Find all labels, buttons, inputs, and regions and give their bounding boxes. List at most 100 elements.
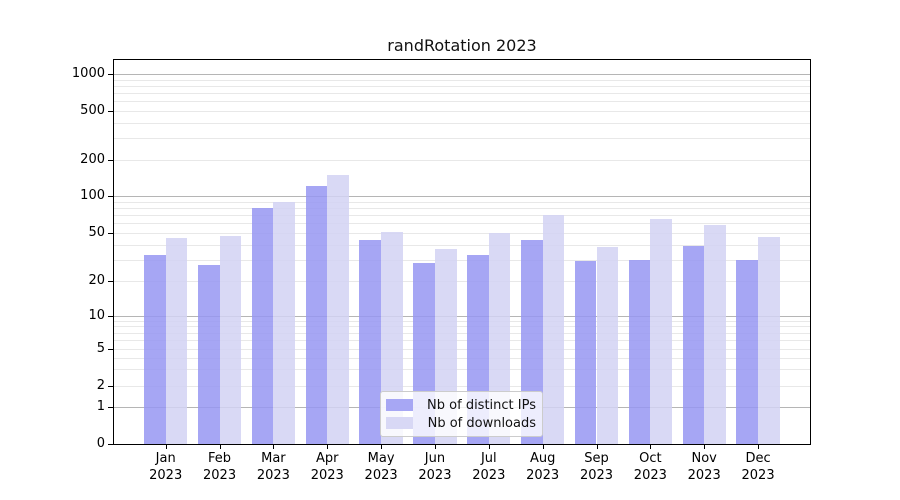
bar-downloads-nov: [704, 225, 726, 444]
bar-downloads-oct: [650, 218, 673, 444]
gridline: [114, 74, 810, 75]
bar-downloads-mar: [273, 201, 296, 444]
y-tick-mark: [108, 233, 113, 234]
y-tick-mark: [108, 159, 113, 161]
x-tick-mark: [381, 445, 383, 449]
gridline: [114, 320, 810, 322]
gridline: [114, 223, 810, 225]
legend: Nb of distinct IPs Nb of downloads: [380, 391, 543, 437]
x-tick-mark: [596, 445, 598, 449]
x-tick-label: Oct 2023: [633, 451, 667, 483]
gridline: [114, 207, 810, 209]
x-tick-label: Feb 2023: [203, 451, 237, 483]
chart-title: randRotation 2023: [387, 36, 537, 55]
x-tick-label: Sep 2023: [579, 451, 614, 483]
gridline: [114, 137, 810, 139]
gridline: [114, 315, 810, 317]
y-tick-label: 5: [96, 340, 105, 356]
gridline: [114, 201, 810, 203]
x-tick-mark: [273, 445, 275, 449]
bar-distinct-ips-sep: [574, 261, 597, 444]
bar-downloads-jan: [165, 238, 188, 444]
x-tick-label: May 2023: [364, 451, 398, 483]
gridline: [114, 215, 810, 217]
legend-entry-downloads: Nb of downloads: [386, 414, 536, 432]
y-tick-mark: [108, 348, 113, 350]
gridline: [114, 110, 810, 112]
gridline: [114, 85, 810, 87]
y-tick-mark: [108, 385, 113, 387]
bar-distinct-ips-feb: [197, 265, 220, 444]
y-tick-label: 200: [80, 151, 105, 167]
legend-entry-distinct-ips: Nb of distinct IPs: [386, 396, 536, 414]
bar-distinct-ips-apr: [305, 186, 328, 444]
gridline: [114, 233, 810, 234]
gridline: [114, 196, 810, 197]
y-tick-mark: [108, 280, 113, 282]
gridline: [114, 340, 810, 342]
bar-downloads-sep: [596, 247, 619, 444]
x-tick-mark: [758, 445, 760, 449]
x-tick-mark: [327, 445, 329, 449]
x-tick-mark: [542, 445, 544, 449]
gridline: [114, 357, 810, 359]
gridline: [114, 244, 810, 246]
y-tick-mark: [108, 444, 113, 445]
x-tick-mark: [219, 445, 221, 449]
bar-distinct-ips-jan: [144, 254, 166, 444]
x-tick-label: Mar 2023: [256, 451, 290, 483]
x-tick-label: Apr 2023: [310, 451, 344, 483]
gridline: [114, 259, 810, 261]
x-tick-mark: [650, 445, 652, 449]
gridline: [114, 348, 810, 350]
x-tick-mark: [488, 445, 490, 449]
y-tick-label: 100: [80, 188, 105, 203]
bar-distinct-ips-may: [359, 239, 382, 444]
bar-distinct-ips-oct: [628, 259, 651, 444]
bar-distinct-ips-mar: [251, 207, 274, 444]
y-tick-label: 2: [96, 377, 105, 393]
x-tick-mark: [704, 445, 706, 449]
x-tick-mark: [165, 445, 167, 449]
x-tick-mark: [434, 445, 436, 449]
y-tick-label: 50: [88, 225, 105, 240]
x-tick-label: Aug 2023: [526, 451, 560, 483]
y-tick-mark: [108, 407, 113, 409]
bar-downloads-feb: [219, 236, 242, 444]
bar-downloads-apr: [327, 174, 349, 444]
bar-downloads-dec: [758, 237, 780, 444]
x-tick-label: Nov 2023: [687, 451, 721, 483]
gridline: [114, 326, 810, 328]
bar-downloads-aug: [542, 215, 565, 444]
y-tick-mark: [108, 110, 113, 112]
gridline: [114, 385, 810, 387]
gridline: [114, 369, 810, 371]
legend-swatch-downloads-icon: [386, 417, 413, 429]
bar-downloads-may: [381, 231, 403, 444]
y-tick-label: 1000: [71, 66, 105, 81]
x-tick-label: Jan 2023: [149, 451, 183, 483]
x-tick-label: Jun 2023: [418, 451, 452, 483]
y-tick-mark: [108, 196, 113, 197]
legend-swatch-distinct-ips-icon: [386, 399, 413, 411]
bar-distinct-ips-dec: [736, 259, 759, 444]
y-tick-label: 1: [96, 399, 105, 415]
gridline: [114, 79, 810, 81]
legend-label-downloads: Nb of downloads: [427, 415, 536, 431]
gridline: [114, 122, 810, 124]
x-tick-label: Jul 2023: [472, 451, 506, 483]
gridline: [114, 332, 810, 334]
gridline: [114, 159, 810, 161]
x-tick-label: Dec 2023: [741, 451, 775, 483]
gridline: [114, 280, 810, 282]
y-tick-mark: [108, 74, 113, 75]
y-tick-label: 0: [96, 436, 105, 451]
y-tick-label: 20: [88, 272, 105, 288]
y-tick-label: 10: [88, 307, 105, 323]
y-tick-mark: [108, 315, 113, 317]
gridline: [114, 92, 810, 94]
legend-label-distinct-ips: Nb of distinct IPs: [427, 397, 536, 413]
bar-distinct-ips-nov: [682, 245, 705, 444]
y-tick-label: 500: [80, 102, 105, 118]
